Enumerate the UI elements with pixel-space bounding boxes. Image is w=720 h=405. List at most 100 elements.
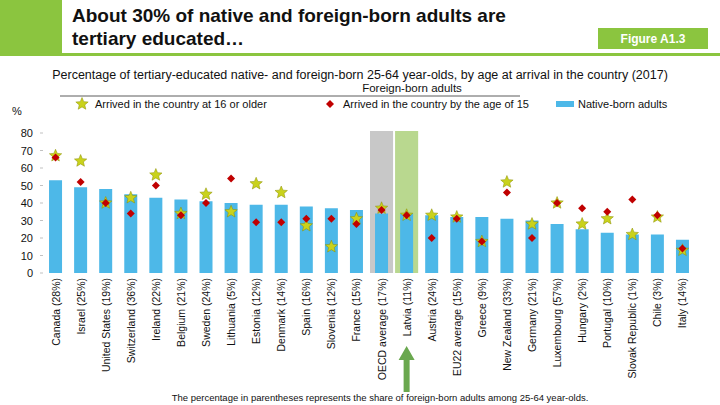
bar (425, 215, 438, 273)
y-tick (40, 150, 43, 151)
y-tick (40, 185, 43, 186)
marker (553, 199, 561, 207)
marker (74, 155, 86, 167)
marker (77, 178, 85, 186)
y-tick (40, 133, 43, 134)
y-tick-label: 50 (21, 180, 33, 192)
bar (225, 203, 238, 273)
figure-label-box (598, 28, 708, 49)
bar (551, 224, 564, 273)
legend-swatch (556, 101, 574, 107)
bar (475, 217, 488, 273)
marker (252, 218, 260, 226)
y-tick-label: 80 (21, 127, 33, 139)
y-tick-label: 20 (21, 232, 33, 244)
marker (352, 220, 360, 228)
highlight-band (395, 131, 418, 273)
x-tick-label: Ireland (22%) (150, 278, 162, 341)
bar (450, 217, 463, 273)
x-tick-label: Greece (9%) (476, 278, 488, 338)
marker (49, 149, 61, 161)
marker (501, 176, 513, 188)
marker (400, 209, 412, 221)
x-tick-label: Switzerland (36%) (125, 278, 137, 363)
y-tick-label: 10 (21, 250, 33, 262)
bar (174, 200, 187, 274)
x-tick-label: Hungary (2%) (576, 278, 588, 343)
marker (651, 211, 663, 223)
marker (225, 205, 237, 217)
note: The percentage in parentheses represents… (172, 392, 589, 403)
x-tick-label: Luxembourg (57%) (551, 278, 563, 367)
x-tick-label: Slovak Republic (1%) (626, 278, 638, 378)
bar (651, 235, 664, 274)
header-block (0, 0, 62, 56)
y-tick (40, 220, 43, 221)
marker (653, 211, 661, 219)
x-tick-label: EU22 average (15%) (451, 278, 463, 376)
x-tick-label: Chile (3%) (651, 278, 663, 327)
marker (227, 175, 235, 183)
x-tick-label: Germany (21%) (526, 278, 538, 352)
marker (125, 191, 137, 203)
marker (578, 204, 586, 212)
marker (576, 218, 588, 230)
bar (300, 207, 313, 274)
bar (99, 189, 112, 273)
y-tick (40, 238, 43, 239)
bar (275, 205, 288, 273)
title-line: About 30% of native and foreign-born adu… (72, 5, 506, 26)
marker (200, 188, 212, 200)
bar (200, 201, 213, 273)
bar (601, 233, 614, 273)
highlight-arrow (399, 346, 415, 392)
marker (526, 218, 538, 230)
chart-svg: About 30% of native and foreign-born adu… (0, 0, 720, 405)
y-tick (40, 203, 43, 204)
x-tick-label: Denmark (14%) (275, 278, 287, 352)
x-tick-label: New Zealand (33%) (501, 278, 513, 371)
legend-title: Foreign-born adults (362, 82, 462, 94)
y-tick-label: 70 (21, 145, 33, 157)
legend-swatch (76, 98, 88, 110)
marker (150, 169, 162, 181)
marker (277, 218, 285, 226)
bar (576, 229, 589, 273)
legend-rule (60, 96, 520, 97)
marker (177, 211, 185, 219)
x-tick-label: United States (19%) (100, 278, 112, 372)
bar (325, 208, 338, 273)
x-tick-label: Sweden (24%) (200, 278, 212, 347)
x-tick-label: Austria (24%) (426, 278, 438, 342)
x-tick-label: Israel (25%) (75, 278, 87, 335)
marker (127, 210, 135, 218)
x-tick-label: Spain (16%) (300, 278, 312, 336)
marker (152, 182, 160, 190)
marker (528, 234, 536, 242)
marker (478, 238, 486, 246)
marker (426, 209, 438, 221)
x-tick-label: Lithuania (5%) (225, 278, 237, 346)
bar (526, 221, 539, 274)
y-label: % (12, 105, 22, 117)
marker (327, 215, 335, 223)
bar (500, 219, 513, 273)
bar (149, 198, 162, 273)
x-tick-label: Slovenia (12%) (325, 278, 337, 349)
marker (202, 199, 210, 207)
y-tick-label: 30 (21, 215, 33, 227)
marker (52, 154, 60, 162)
legend-label: Arrived in the country by the age of 15 (343, 98, 529, 110)
marker (275, 186, 287, 198)
legend-label: Arrived in the country at 16 or older (95, 98, 267, 110)
marker (476, 235, 488, 247)
marker (628, 196, 636, 204)
marker (626, 228, 638, 240)
marker (378, 206, 386, 214)
y-tick (40, 255, 43, 256)
chart-root: About 30% of native and foreign-born adu… (0, 0, 720, 405)
x-tick-label: OECD average (17%) (376, 278, 388, 380)
x-tick-label: Canada (28%) (50, 278, 62, 346)
y-tick-label: 60 (21, 162, 33, 174)
x-tick-label: Italy (14%) (676, 278, 688, 328)
